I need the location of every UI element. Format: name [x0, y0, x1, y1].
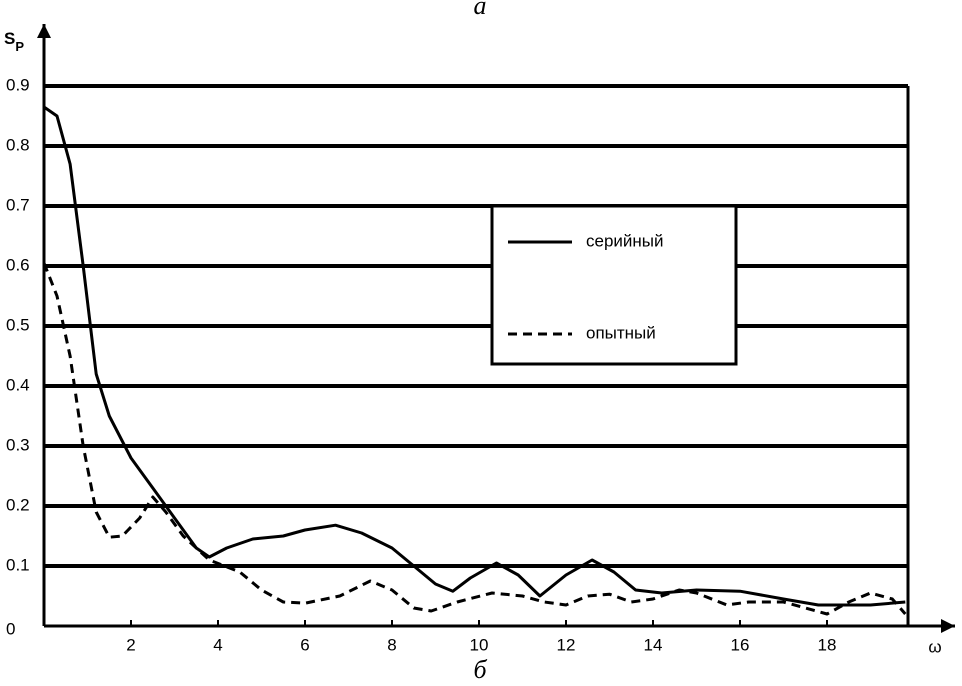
y-tick-label: 0	[6, 619, 15, 638]
y-arrow	[37, 24, 51, 38]
y-tick-label: 0.8	[6, 135, 30, 154]
y-tick-label: 0.6	[6, 255, 30, 274]
y-tick-label: 0.3	[6, 435, 30, 454]
x-arrow	[941, 619, 955, 633]
x-tick-label: 6	[300, 635, 309, 654]
y-tick-label: 0.7	[6, 195, 30, 214]
x-tick-label: 16	[731, 635, 750, 654]
x-tick-label: 10	[470, 635, 489, 654]
series-line	[42, 262, 907, 616]
caption: б	[473, 655, 487, 684]
y-tick-label: 0.2	[6, 495, 30, 514]
y-axis-label-sub: P	[15, 39, 24, 54]
x-tick-label: 18	[818, 635, 837, 654]
x-tick-label: 14	[644, 635, 663, 654]
y-tick-label: 0.5	[6, 315, 30, 334]
chart-title: а	[474, 0, 487, 20]
legend-box	[490, 204, 738, 366]
x-tick-label: 4	[213, 635, 222, 654]
y-tick-label: 0.4	[6, 375, 30, 394]
x-axis-label: ω	[928, 637, 941, 656]
x-tick-label: 12	[557, 635, 576, 654]
y-axis-label: SP	[4, 29, 24, 54]
y-tick-label: 0.9	[6, 75, 30, 94]
y-tick-label: 0.1	[6, 555, 30, 574]
legend-label: опытный	[586, 323, 656, 342]
series-line	[43, 105, 906, 607]
x-tick-label: 2	[126, 635, 135, 654]
legend-label: серийный	[586, 231, 664, 250]
x-tick-label: 8	[387, 635, 396, 654]
y-axis-label-main: S	[4, 29, 15, 48]
